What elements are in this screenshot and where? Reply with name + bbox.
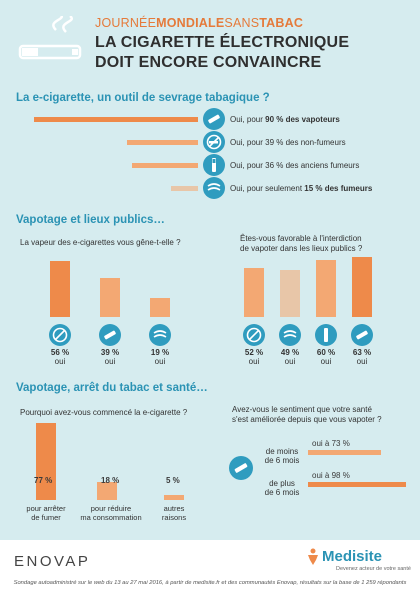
bar-favorable-60 [316,260,336,317]
bar-gene-39 [100,278,120,317]
e-cigarette-icon [229,456,253,480]
main-title-line2: DOIT ENCORE CONVAINCRE [95,54,322,71]
value-label: 5 % [166,476,180,485]
section1-title: La e-cigarette, un outil de sevrage taba… [16,92,270,104]
section2-title: Vapotage et lieux publics… [16,214,165,226]
value-label: 77 % [34,476,53,485]
label-anciens-fumeurs: Oui, pour 36 % des anciens fumeurs [230,161,360,170]
category-label: de moins de 6 mois [264,447,300,465]
medisite-logo: Medisite [322,548,383,565]
e-cigarette-icon [351,324,373,346]
survey-note: Sondage autoadministré sur le web du 13 … [13,580,407,586]
vapor-cloud-icon [203,177,225,199]
category-label: pour arrêter de fumer [26,504,66,522]
event-title: JOURNÉEMONDIALESANSTABAC [95,16,304,30]
no-smoking-icon [49,324,71,346]
value-label: 56 % oui [50,348,70,366]
bar-favorable-63 [352,257,372,317]
section3-title: Vapotage, arrêt du tabac et santé… [16,382,208,394]
bar-reduire-18 [97,482,117,500]
value-label: 60 % oui [316,348,336,366]
question-interdiction: Êtes-vous favorable à l'interdiction de v… [240,234,363,253]
bar-favorable-52 [244,267,264,317]
value-label: 49 % oui [280,348,300,366]
value-label: 63 % oui [352,348,372,366]
bar-fumeurs [170,186,198,191]
bar-sante-73 [308,450,381,455]
e-cigarette-icon [99,324,121,346]
main-title-line1: LA CIGARETTE ÉLECTRONIQUE [95,34,350,51]
value-label: oui à 73 % [312,439,350,448]
category-label: pour réduire ma consommation [80,504,142,522]
bar-gene-19 [150,298,170,317]
value-label: 52 % oui [244,348,264,366]
value-label: 18 % [101,476,120,485]
e-cigarette-icon [315,324,337,346]
value-label: 19 % oui [150,348,170,366]
label-fumeurs: Oui, pour seulement 15 % des fumeurs [230,184,373,193]
e-cigarette-logo-icon [18,16,82,60]
label-vapoteurs: Oui, pour 90 % des vapoteurs [230,115,340,124]
medisite-tagline: Devenez acteur de votre santé [336,566,411,572]
value-label: oui à 98 % [312,471,350,480]
bar-non-fumeurs [127,140,198,145]
bar-autres-5 [164,495,184,500]
bar-sante-98 [308,482,406,487]
no-smoking-icon [243,324,265,346]
bar-favorable-49 [280,270,300,317]
bar-vapoteurs [34,117,198,122]
vapor-cloud-icon [149,324,171,346]
e-cigarette-icon [203,154,225,176]
bar-anciens-fumeurs [132,163,198,168]
question-sante: Avez-vous le sentiment que votre santé s'… [232,405,382,424]
category-label: de plus de 6 mois [264,479,300,497]
category-label: autres raisons [161,504,187,522]
value-label: 39 % oui [100,348,120,366]
no-smoking-icon [203,131,225,153]
vapor-cloud-icon [279,324,301,346]
e-cigarette-icon [203,108,225,130]
bar-arreter-77 [36,423,56,500]
medisite-figure-icon [306,548,320,566]
enovap-logo: ENOVAP [14,553,91,570]
question-gene: La vapeur des e-cigarettes vous gêne-t-e… [20,238,181,247]
bar-gene-56 [50,261,70,317]
question-pourquoi: Pourquoi avez-vous commencé la e-cigaret… [20,408,188,417]
label-non-fumeurs: Oui, pour 39 % des non-fumeurs [230,138,346,147]
